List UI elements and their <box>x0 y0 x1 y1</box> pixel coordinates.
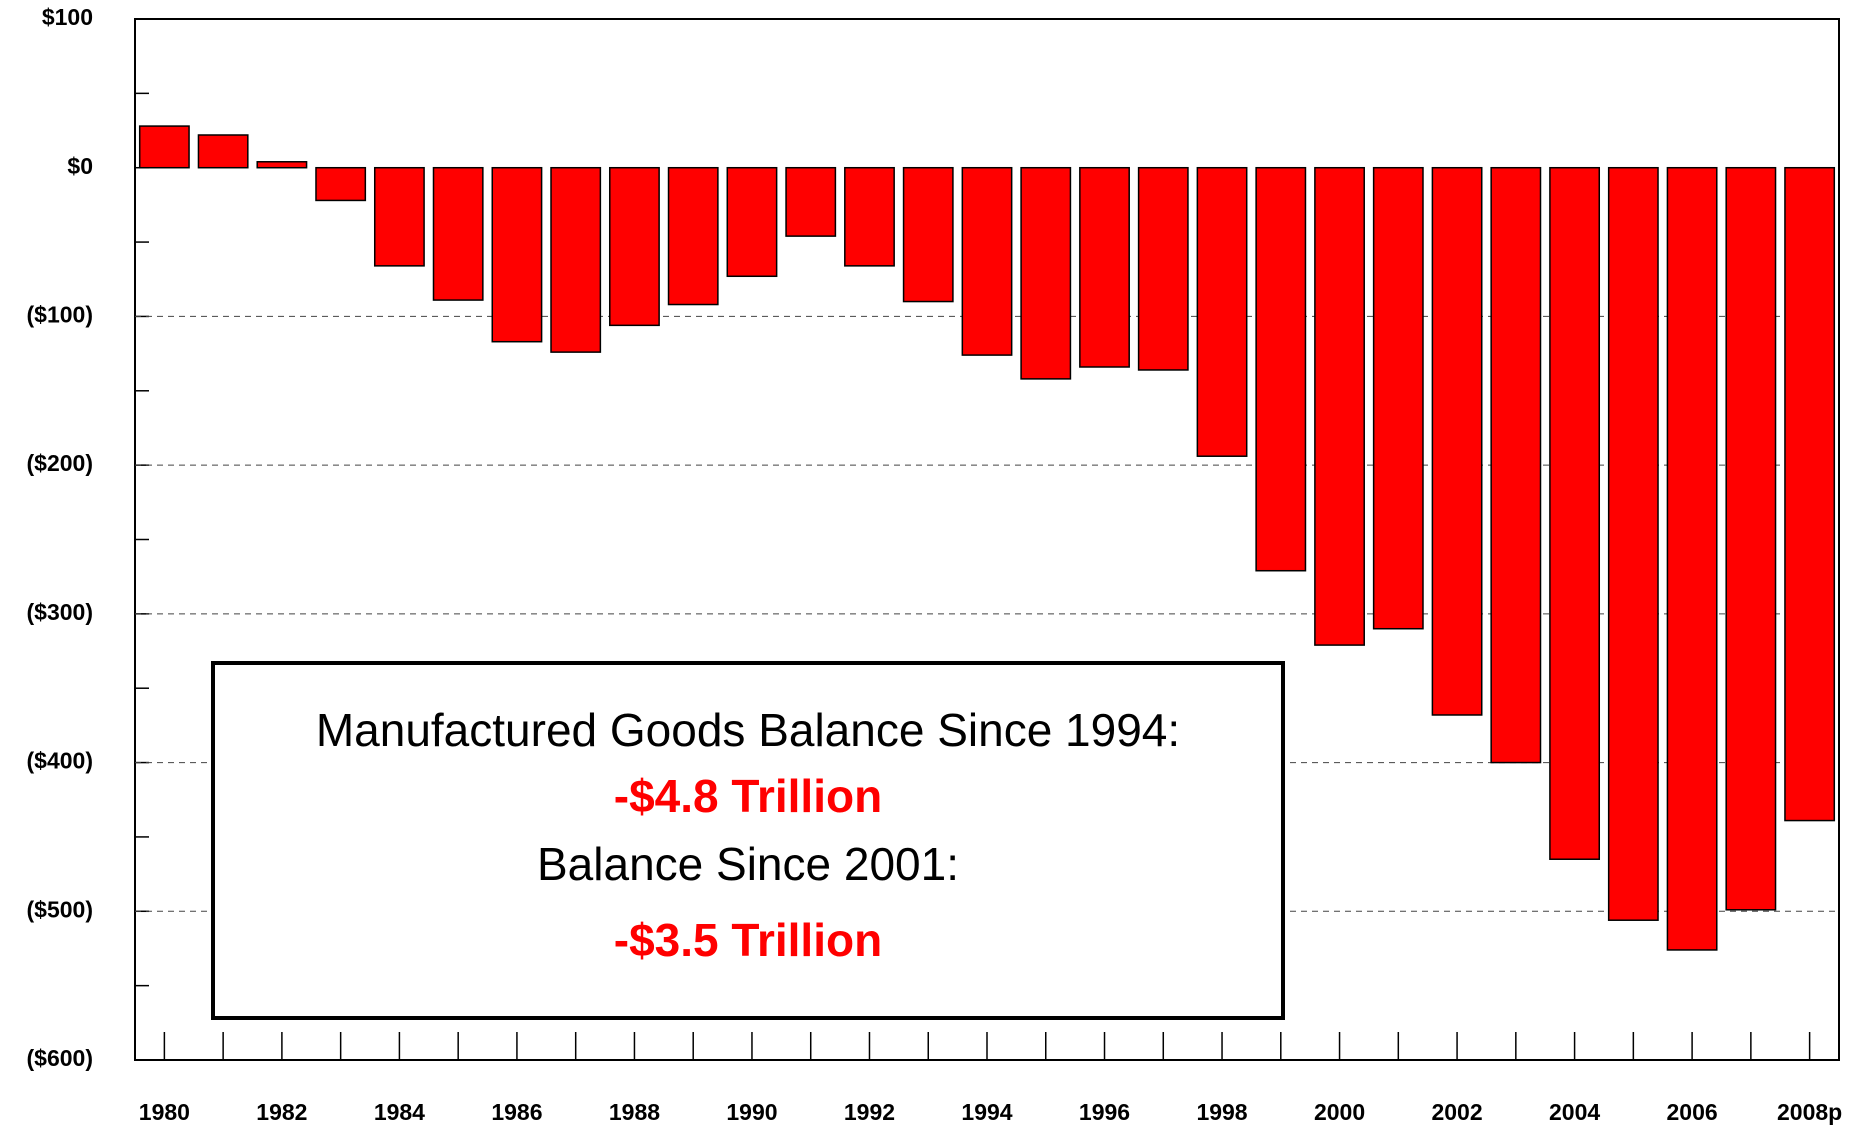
x-tick-label: 2002 <box>1431 1099 1482 1125</box>
bar <box>1372 166 1424 630</box>
bar <box>1549 166 1601 860</box>
x-tick-label: 1988 <box>609 1099 660 1125</box>
bar <box>1784 166 1836 822</box>
x-tick-label: 2000 <box>1314 1099 1365 1125</box>
annotation: -$3.5 Trillion <box>614 914 882 966</box>
bar <box>726 166 778 278</box>
y-tick-label: ($600) <box>27 1045 93 1071</box>
bar <box>1431 166 1483 716</box>
bar <box>1607 166 1659 921</box>
x-tick-label: 1980 <box>139 1099 190 1125</box>
bar <box>138 125 190 169</box>
annotation: Balance Since 2001: <box>537 838 959 890</box>
bar <box>1725 166 1777 911</box>
y-tick-label: $100 <box>42 4 93 30</box>
annotation-box <box>211 661 1285 1020</box>
bar <box>961 166 1013 356</box>
x-tick-label: 1982 <box>256 1099 307 1125</box>
x-tick-label: 1992 <box>844 1099 895 1125</box>
bar <box>1079 166 1130 368</box>
y-tick-label: ($300) <box>27 599 93 625</box>
bar <box>667 166 719 306</box>
bar <box>1137 166 1189 371</box>
bar <box>432 166 484 301</box>
x-tick-label: 1990 <box>726 1099 777 1125</box>
y-tick-label: $0 <box>67 153 93 179</box>
x-tick-label: 2008p <box>1777 1099 1842 1125</box>
annotation: Manufactured Goods Balance Since 1994: <box>316 704 1180 756</box>
bar <box>256 161 308 169</box>
x-tick-label: 1986 <box>491 1099 542 1125</box>
annotation: -$4.8 Trillion <box>614 770 882 822</box>
bar <box>844 166 895 267</box>
x-tick-label: 1998 <box>1196 1099 1247 1125</box>
bar <box>197 134 249 169</box>
x-tick-label: 2004 <box>1549 1099 1600 1125</box>
y-tick-label: ($400) <box>27 748 93 774</box>
x-tick-label: 1994 <box>961 1099 1012 1125</box>
bar <box>491 166 543 343</box>
y-tick-label: ($500) <box>27 896 93 922</box>
bar <box>1666 166 1718 951</box>
x-tick-label: 1984 <box>374 1099 425 1125</box>
y-tick-label: ($200) <box>27 450 93 476</box>
bar <box>1490 166 1542 764</box>
x-tick-label: 2006 <box>1667 1099 1718 1125</box>
bar <box>1314 166 1365 646</box>
x-tick-label: 1996 <box>1079 1099 1130 1125</box>
bar <box>902 166 954 303</box>
bar <box>550 166 602 353</box>
bar <box>1255 166 1307 572</box>
bar <box>1020 166 1072 380</box>
bar <box>785 166 837 237</box>
bar <box>1196 166 1248 457</box>
bar <box>373 166 425 267</box>
bar <box>315 166 367 202</box>
y-tick-label: ($100) <box>27 302 93 328</box>
bar <box>609 166 660 327</box>
